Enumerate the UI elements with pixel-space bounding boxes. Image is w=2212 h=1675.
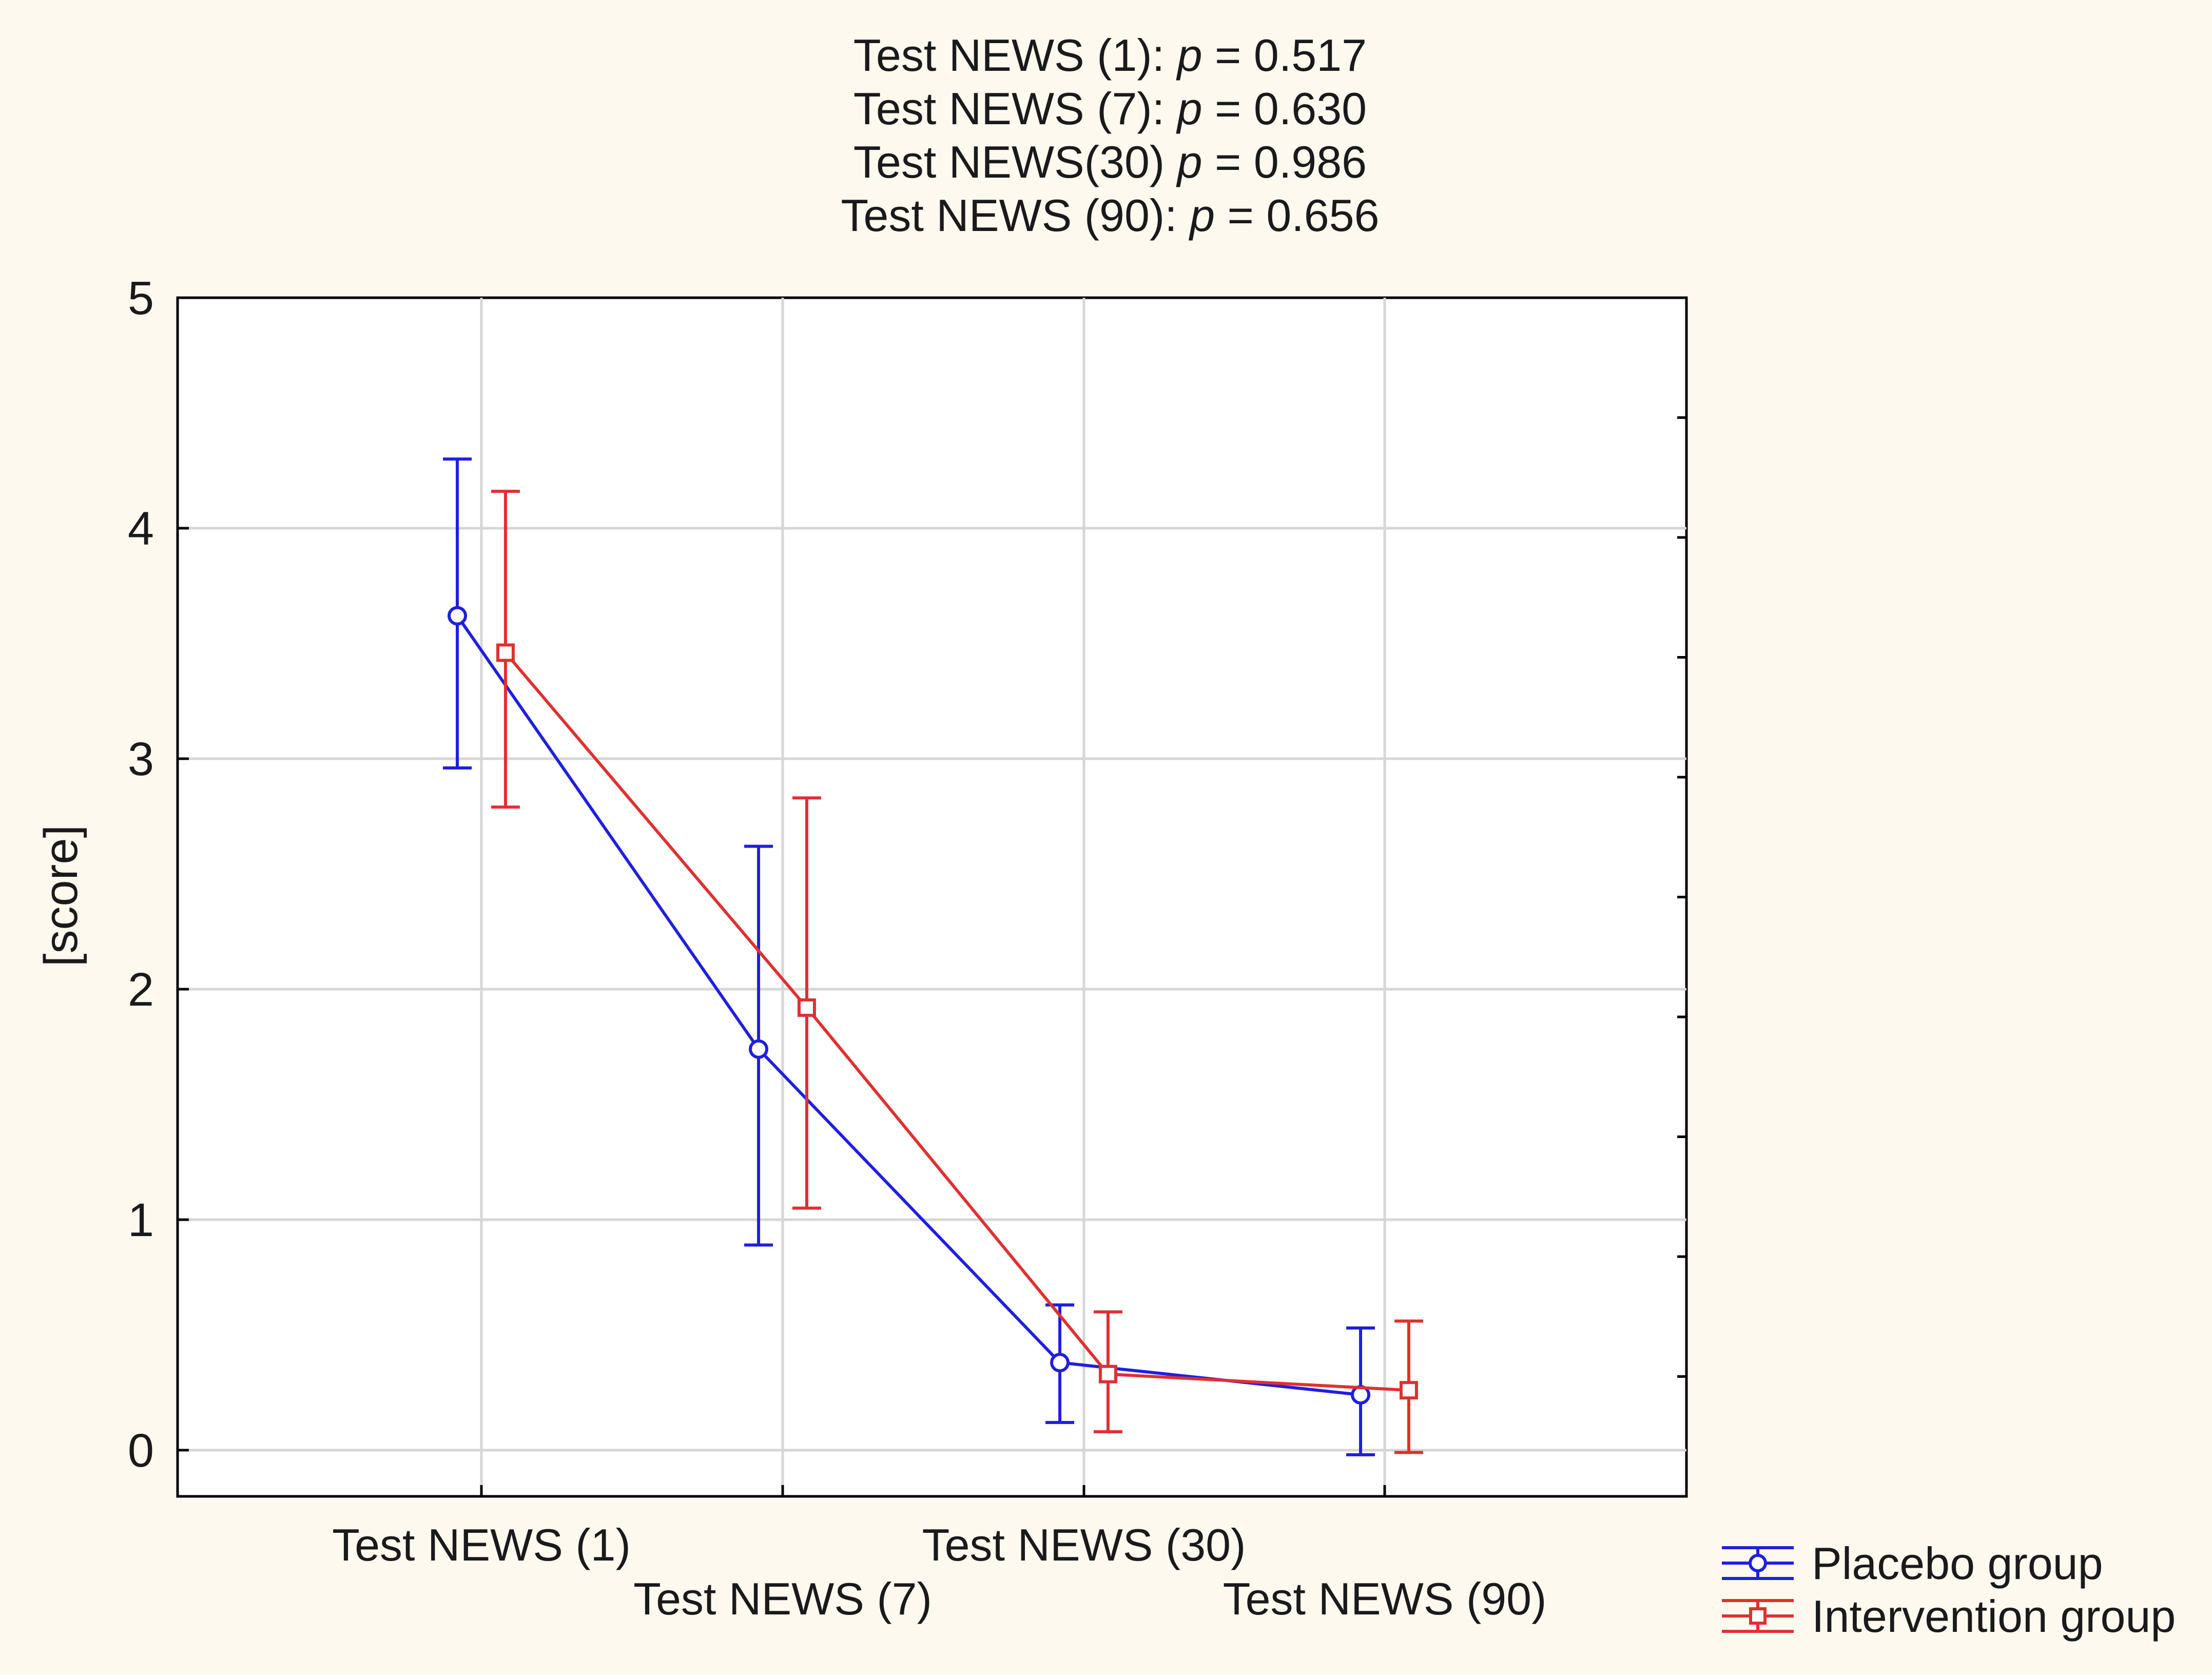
y-tick-label: 5 — [128, 272, 154, 324]
data-point — [496, 643, 515, 662]
title-line-p: p — [1176, 30, 1202, 81]
title-line-value: = 0.656 — [1215, 190, 1380, 241]
title-line-value: = 0.630 — [1202, 83, 1367, 134]
title-line: Test NEWS (90): p = 0.656 — [841, 190, 1379, 241]
title-line: Test NEWS (7): p = 0.630 — [853, 83, 1367, 134]
title-line-p: p — [1176, 137, 1202, 187]
y-tick-label: 3 — [128, 733, 154, 785]
grid-lines — [178, 298, 1686, 1496]
data-point — [797, 998, 816, 1017]
title-line-label: Test NEWS(30) — [853, 137, 1177, 187]
y-tick-label: 4 — [128, 503, 154, 555]
legend-item: Intervention group — [1722, 1591, 2176, 1642]
data-point — [1399, 1381, 1418, 1400]
plot-area — [176, 296, 1688, 1498]
x-tick-label: Test NEWS (90) — [1223, 1573, 1547, 1624]
y-tick-label: 1 — [128, 1194, 154, 1246]
title-line: Test NEWS (1): p = 0.517 — [853, 30, 1367, 81]
title-line-label: Test NEWS (1): — [853, 30, 1177, 81]
series-intervention-group — [491, 490, 1423, 1454]
x-axis: Test NEWS (1)Test NEWS (7)Test NEWS (30)… — [332, 1485, 1546, 1624]
y-axis-label: [score] — [35, 825, 87, 967]
title-line-p: p — [1176, 83, 1202, 134]
right-axis-ticks — [1677, 416, 1686, 1378]
legend-marker — [1749, 1607, 1767, 1625]
title-line-value: = 0.986 — [1202, 137, 1367, 187]
legend-item: Placebo group — [1722, 1538, 2103, 1589]
data-point — [749, 1039, 769, 1059]
title-line: Test NEWS(30) p = 0.986 — [853, 137, 1367, 187]
title-line-label: Test NEWS (7): — [853, 83, 1177, 134]
x-tick-label: Test NEWS (1) — [332, 1519, 631, 1570]
x-tick-label: Test NEWS (30) — [922, 1519, 1246, 1570]
y-tick-label: 2 — [128, 964, 154, 1016]
y-axis: 0 1 2 3 4 5 — [128, 272, 189, 1477]
y-tick-label: 0 — [128, 1424, 154, 1477]
legend-label: Intervention group — [1812, 1591, 2176, 1642]
data-series — [443, 457, 1423, 1456]
title-line-value: = 0.517 — [1202, 30, 1367, 81]
legend-marker — [1749, 1554, 1767, 1572]
data-point — [448, 606, 468, 626]
legend-label: Placebo group — [1812, 1538, 2103, 1589]
title-line-label: Test NEWS (90): — [841, 190, 1190, 241]
title-line-p: p — [1188, 190, 1215, 241]
data-point — [1098, 1364, 1117, 1383]
x-tick-label: Test NEWS (7) — [633, 1573, 932, 1624]
data-point — [1050, 1353, 1070, 1373]
series-line — [504, 651, 1409, 1392]
